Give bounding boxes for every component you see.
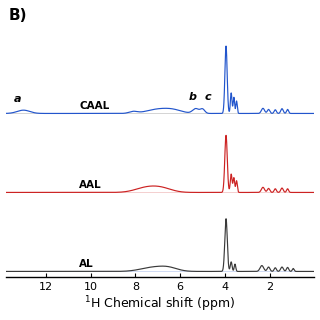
Text: a: a xyxy=(14,94,22,104)
Text: B): B) xyxy=(9,8,27,23)
X-axis label: $^{1}$H Chemical shift (ppm): $^{1}$H Chemical shift (ppm) xyxy=(84,295,236,315)
Text: c: c xyxy=(205,92,212,101)
Text: AL: AL xyxy=(79,259,94,269)
Text: AAL: AAL xyxy=(79,180,102,190)
Text: b: b xyxy=(188,92,196,101)
Text: CAAL: CAAL xyxy=(79,101,110,111)
